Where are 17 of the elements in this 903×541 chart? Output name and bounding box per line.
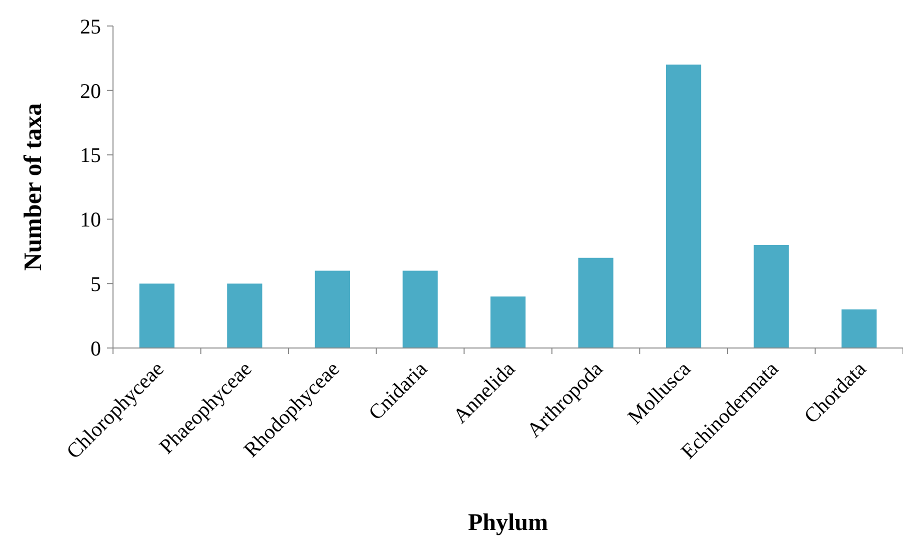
y-tick-label: 10 xyxy=(80,208,101,232)
bar xyxy=(402,270,438,348)
y-tick-label: 25 xyxy=(80,14,101,38)
x-axis-title: Phylum xyxy=(468,510,548,536)
y-tick-label: 5 xyxy=(90,272,101,296)
bar xyxy=(314,270,350,348)
y-axis-title: Number of taxa xyxy=(20,102,47,271)
y-tick-label: 15 xyxy=(80,143,101,168)
bar xyxy=(139,284,174,348)
bar xyxy=(754,244,789,348)
bar xyxy=(666,64,702,348)
y-tick-label: 0 xyxy=(90,336,101,360)
bar xyxy=(842,309,877,348)
bar xyxy=(227,284,262,348)
bar xyxy=(490,296,526,348)
bar xyxy=(578,258,614,348)
y-tick-label: 20 xyxy=(80,78,101,103)
